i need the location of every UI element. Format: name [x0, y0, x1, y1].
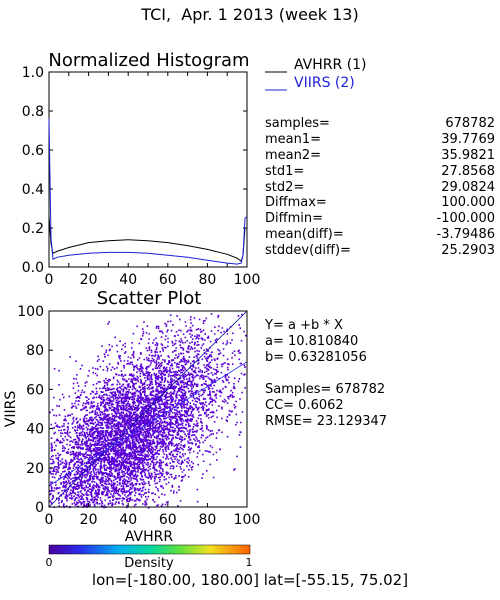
- histogram-title: Normalized Histogram: [48, 50, 249, 71]
- regression-summary: Y= a +b * X a= 10.810840 b= 0.63281056 S…: [265, 318, 387, 430]
- density-colorbar: 0 Density 1: [46, 544, 253, 571]
- scatter-panel: Scatter Plot 0 20 40 60 80 100 0 20 40 60 80 100 A…: [3, 288, 260, 545]
- scatter-y-tick-label: 0: [35, 500, 44, 516]
- scatter-density-cloud: [49, 313, 247, 509]
- scatter-lines: [48, 310, 248, 508]
- histogram-y-tick-label: 1.0: [22, 65, 44, 81]
- stat-value: -100.000: [436, 211, 495, 227]
- histogram-series: [48, 118, 248, 265]
- histogram-y-tick-label: 0.8: [22, 104, 44, 120]
- scatter-x-tick-label: 80: [198, 512, 216, 528]
- histogram-legend: AVHRR (1) VIIRS (2): [265, 57, 367, 91]
- stat-label: Diffmax=: [265, 195, 327, 211]
- scatter-y-tick-label: 60: [26, 382, 44, 398]
- scatter-y-tick-label: 100: [17, 304, 44, 320]
- histogram-x-tick-label: 20: [80, 272, 98, 288]
- stat-label: mean2=: [265, 147, 322, 163]
- fit-intercept: a= 10.810840: [265, 334, 359, 349]
- stat-value: 29.0824: [441, 179, 495, 195]
- legend-label-viirs: VIIRS (2): [294, 75, 355, 91]
- page-title: TCI, Apr. 1 2013 (week 13): [141, 5, 359, 24]
- stat-row: Diffmax= 100.000: [265, 195, 495, 211]
- scatter-points: [49, 313, 247, 509]
- histogram-x-tick-label: 60: [159, 272, 177, 288]
- histogram-x-tick-label: 40: [119, 272, 137, 288]
- stat-label: mean1=: [265, 131, 322, 147]
- scatter-y-tick-label: 20: [26, 461, 44, 477]
- histogram-x-ticks: 0 20 40 60 80 100: [45, 72, 261, 288]
- fit-samples: Samples= 678782: [265, 382, 386, 397]
- stat-value: 39.7769: [441, 131, 495, 147]
- stat-row: mean(diff)= -3.79486: [265, 227, 495, 243]
- scatter-x-tick-label: 0: [45, 512, 54, 528]
- stat-label: mean(diff)=: [265, 227, 344, 243]
- scatter-y-tick-label: 40: [26, 422, 44, 438]
- fit-correlation: CC= 0.6062: [265, 398, 344, 413]
- stat-row: std1= 27.8568: [265, 164, 495, 180]
- scatter-x-ticks: 0 20 40 60 80 100: [45, 503, 261, 528]
- stat-label: stddev(diff)=: [265, 243, 351, 259]
- scatter-y-tick-label: 80: [26, 343, 44, 359]
- histogram-y-tick-label: 0.4: [22, 182, 44, 198]
- scatter-x-tick-label: 100: [234, 512, 261, 528]
- statistics-table: samples= 678782 mean1= 39.7769 mean2= 35.9821…: [265, 116, 495, 259]
- stat-value: 678782: [445, 116, 495, 131]
- stat-value: -3.79486: [436, 227, 495, 243]
- stat-row: samples= 678782: [265, 116, 495, 132]
- scatter-x-label: AVHRR: [125, 529, 174, 545]
- fit-slope: b= 0.63281056: [265, 350, 367, 365]
- histogram-y-tick-label: 0.6: [22, 143, 44, 159]
- histogram-y-tick-label: 0.2: [22, 221, 44, 237]
- histogram-panel: Normalized Histogram 0 20 40 60 80 100 0.0 0.2…: [22, 50, 261, 288]
- region-footer: lon=[-180.00, 180.00] lat=[-55.15, 75.02…: [91, 571, 409, 589]
- histogram-series-line-2: [48, 118, 248, 265]
- colorbar-max-label: 1: [246, 556, 253, 569]
- scatter-y-ticks: 0 20 40 60 80 100: [17, 304, 53, 516]
- scatter-x-tick-label: 40: [119, 512, 137, 528]
- stat-label: std2=: [265, 179, 305, 195]
- legend-label-avhrr: AVHRR (1): [294, 57, 367, 73]
- stat-label: std1=: [265, 163, 305, 179]
- stat-label: samples=: [265, 116, 330, 131]
- scatter-frame: [48, 310, 248, 508]
- stat-value: 27.8568: [441, 163, 495, 179]
- histogram-y-ticks: 0.0 0.2 0.4 0.6 0.8 1.0: [22, 65, 247, 276]
- stat-row: mean2= 35.9821: [265, 148, 495, 164]
- regression-fit-line: [48, 361, 248, 487]
- scatter-title: Scatter Plot: [97, 288, 202, 309]
- stat-row: Diffmin= -100.000: [265, 211, 495, 227]
- histogram-y-tick-label: 0.0: [22, 260, 44, 276]
- stat-value: 35.9821: [441, 147, 495, 163]
- fit-rmse: RMSE= 23.129347: [265, 414, 388, 429]
- scatter-x-tick-label: 20: [80, 512, 98, 528]
- colorbar-label: Density: [124, 556, 174, 571]
- one-to-one-line: [48, 310, 248, 508]
- colorbar-min-label: 0: [46, 556, 53, 569]
- histogram-x-tick-label: 80: [198, 272, 216, 288]
- scatter-y-label: VIIRS: [3, 391, 19, 428]
- scatter-x-tick-label: 60: [159, 512, 177, 528]
- histogram-x-tick-label: 0: [45, 272, 54, 288]
- fit-equation: Y= a +b * X: [265, 318, 343, 333]
- stat-label: Diffmin=: [265, 211, 323, 227]
- colorbar-gradient: [48, 544, 251, 555]
- stat-value: 25.2903: [441, 243, 495, 259]
- stat-row: std2= 29.0824: [265, 180, 495, 196]
- stat-value: 100.000: [441, 195, 495, 211]
- stat-row: stddev(diff)= 25.2903: [265, 243, 495, 259]
- histogram-frame: [48, 71, 248, 268]
- histogram-x-tick-label: 100: [234, 272, 261, 288]
- stat-row: mean1= 39.7769: [265, 132, 495, 148]
